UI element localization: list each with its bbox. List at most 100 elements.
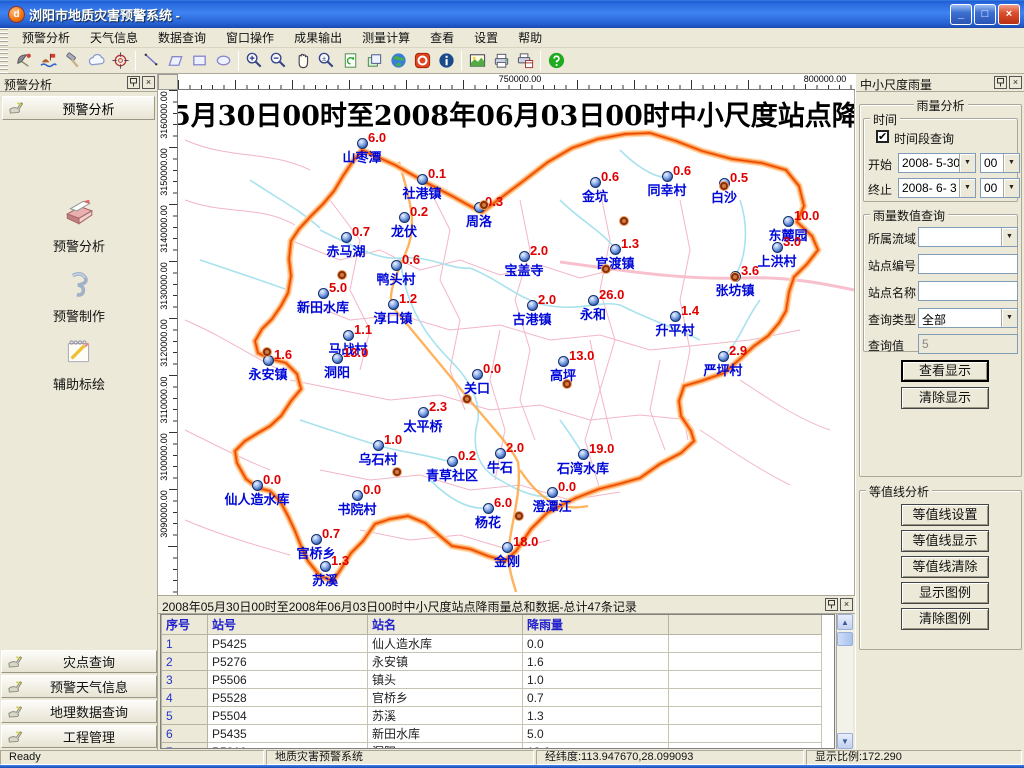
chevron-down-icon[interactable]: ▼ (959, 154, 975, 172)
print-preview-icon[interactable] (513, 49, 537, 72)
map-canvas[interactable]: 5月30日00时至2008年06月03日00时中小尺度站点降雨量 6.0 山枣潭 0… (178, 90, 855, 595)
locate-target-icon[interactable] (108, 49, 132, 72)
table-row[interactable]: 3 P5506 镇头 1.0 (161, 670, 822, 689)
table-header-cell[interactable]: 站名 (367, 615, 523, 635)
contour-settings-button[interactable]: 等值线设置 (901, 504, 989, 526)
group-button-3[interactable]: 工程管理 (1, 725, 157, 748)
station-dot[interactable] (418, 407, 429, 418)
tool-warning-craft[interactable]: 预警制作 (0, 266, 158, 325)
end-date-dropdown[interactable]: 2008- 6- 3 ▼ (898, 178, 976, 198)
bottom-panel-pin-icon[interactable] (825, 598, 838, 611)
station-dot[interactable] (318, 288, 329, 299)
station-dot[interactable] (519, 251, 530, 262)
station-dot[interactable] (320, 561, 331, 572)
contour-show-button[interactable]: 等值线显示 (901, 530, 989, 552)
disaster-flood-icon[interactable] (36, 49, 60, 72)
chevron-down-icon[interactable]: ▼ (1003, 179, 1019, 197)
hazard-point-marker[interactable] (393, 468, 401, 476)
chevron-down-icon[interactable]: ▼ (1001, 309, 1017, 327)
station-dot[interactable] (783, 216, 794, 227)
station-dot[interactable] (610, 244, 621, 255)
station-dot[interactable] (772, 242, 783, 253)
hazard-point-marker[interactable] (731, 273, 739, 281)
start-hour-dropdown[interactable]: 00 ▼ (980, 153, 1020, 173)
left-panel-close-icon[interactable]: × (142, 76, 155, 89)
zoom-out-icon[interactable] (266, 49, 290, 72)
group-button-2[interactable]: 地理数据查询 (1, 700, 157, 723)
draw-polygon-icon[interactable] (163, 49, 187, 72)
hazard-point-marker[interactable] (602, 265, 610, 273)
table-header-cell[interactable]: 降雨量 (522, 615, 669, 635)
print-icon[interactable] (489, 49, 513, 72)
table-row[interactable]: 7P5310洞阳13.0 (161, 742, 822, 748)
station-dot[interactable] (670, 311, 681, 322)
clear-legend-button[interactable]: 清除图例 (901, 608, 989, 630)
chevron-down-icon[interactable]: ▼ (959, 179, 975, 197)
menu-item-7[interactable]: 设置 (474, 31, 499, 45)
export-image-icon[interactable] (465, 49, 489, 72)
station-dot[interactable] (391, 260, 402, 271)
station-dot[interactable] (417, 174, 428, 185)
time-range-checkbox[interactable]: ✔ (876, 130, 889, 143)
table-row[interactable]: 2 P5276 永安镇 1.6 (161, 652, 822, 671)
right-panel-pin-icon[interactable] (994, 76, 1007, 89)
help-icon[interactable] (544, 49, 568, 72)
hazard-point-marker[interactable] (620, 217, 628, 225)
menu-grip[interactable] (0, 28, 8, 47)
draw-ellipse-icon[interactable] (211, 49, 235, 72)
station-dot[interactable] (357, 138, 368, 149)
menu-item-3[interactable]: 窗口操作 (226, 31, 275, 45)
table-row[interactable]: 5 P5504 苏溪 1.3 (161, 706, 822, 725)
menu-item-6[interactable]: 查看 (430, 31, 455, 45)
station-dot[interactable] (352, 490, 363, 501)
toolbar-grip[interactable] (0, 48, 8, 73)
station-code-input[interactable] (918, 254, 1018, 274)
group-button-0[interactable]: 灾点查询 (1, 650, 157, 673)
menu-item-4[interactable]: 成果输出 (294, 31, 343, 45)
start-date-dropdown[interactable]: 2008- 5-30 ▼ (898, 153, 976, 173)
group-button-1[interactable]: 预警天气信息 (1, 675, 157, 698)
draw-line-icon[interactable] (139, 49, 163, 72)
info-identify-icon[interactable] (434, 49, 458, 72)
show-legend-button[interactable]: 显示图例 (901, 582, 989, 604)
stop-load-icon[interactable] (410, 49, 434, 72)
station-dot[interactable] (399, 212, 410, 223)
station-dot[interactable] (588, 295, 599, 306)
end-hour-dropdown[interactable]: 00 ▼ (980, 178, 1020, 198)
station-dot[interactable] (472, 369, 483, 380)
station-dot[interactable] (311, 534, 322, 545)
station-dot[interactable] (578, 449, 589, 460)
satellite-monitor-icon[interactable] (12, 49, 36, 72)
station-dot[interactable] (483, 503, 494, 514)
query-type-dropdown[interactable]: 全部 ▼ (918, 308, 1018, 328)
station-dot[interactable] (590, 177, 601, 188)
station-dot[interactable] (495, 448, 506, 459)
table-row[interactable]: 1 P5425 仙人造水库 0.0 (161, 634, 822, 653)
scroll-up-icon[interactable]: ▲ (837, 614, 853, 630)
station-dot[interactable] (718, 351, 729, 362)
table-row[interactable]: 6 P5435 新田水库 5.0 (161, 724, 822, 743)
station-dot[interactable] (527, 300, 538, 311)
hazard-point-marker[interactable] (463, 395, 471, 403)
station-name-input[interactable] (918, 281, 1018, 301)
menu-item-8[interactable]: 帮助 (518, 31, 543, 45)
right-panel-close-icon[interactable]: × (1009, 76, 1022, 89)
chevron-down-icon[interactable]: ▼ (1003, 154, 1019, 172)
zoom-extent-icon[interactable]: ± (314, 49, 338, 72)
minimize-button[interactable]: _ (950, 3, 972, 25)
pan-hand-icon[interactable] (290, 49, 314, 72)
menu-item-1[interactable]: 天气信息 (90, 31, 139, 45)
hazard-point-marker[interactable] (563, 380, 571, 388)
hazard-point-marker[interactable] (515, 512, 523, 520)
scroll-down-icon[interactable]: ▼ (837, 733, 853, 749)
menu-item-0[interactable]: 预警分析 (22, 31, 71, 45)
copy-view-icon[interactable] (362, 49, 386, 72)
hazard-point-marker[interactable] (338, 271, 346, 279)
station-dot[interactable] (332, 353, 343, 364)
table-header-cell[interactable]: 序号 (161, 615, 208, 635)
tool-aux-sketch[interactable]: 辅助标绘 (0, 334, 158, 393)
station-dot[interactable] (343, 330, 354, 341)
contour-clear-button[interactable]: 等值线清除 (901, 556, 989, 578)
web-map-icon[interactable] (386, 49, 410, 72)
table-vertical-scrollbar[interactable]: ▲ ▼ (836, 614, 853, 749)
